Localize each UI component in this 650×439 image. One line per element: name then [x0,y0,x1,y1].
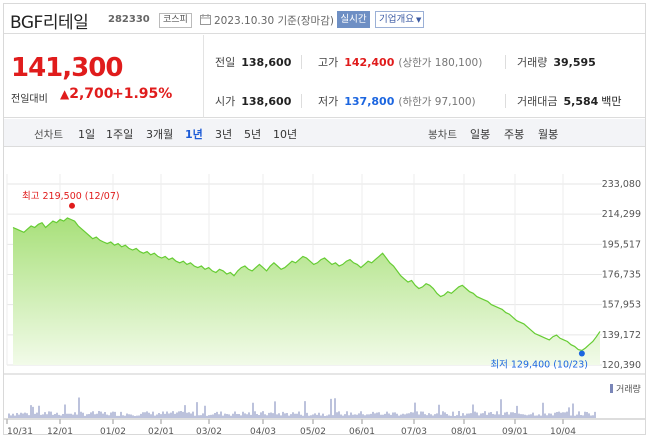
period-3m[interactable]: 3개월 [146,128,174,141]
stat-label: 고가 [318,56,339,69]
y-tick-label: 157,953 [602,300,641,311]
divider [301,55,302,69]
stat-value: 138,600 [241,56,292,69]
line-chart-label[interactable]: 선차트 [34,129,63,141]
date-basis: 2023.10.30 기준(장마감) [214,15,334,27]
x-tick-label: 10/04 [550,427,576,435]
volume-legend-label: 거래량 [616,383,641,395]
high-annotation: 최고 219,500 (12/07) [22,191,120,202]
period-1y[interactable]: 1년 [185,128,203,141]
up-arrow-icon: ▲ [60,87,70,101]
low-annotation: 최저 129,400 (10/23) [490,360,588,371]
stat-label: 저가 [318,95,339,108]
low-marker [578,350,585,357]
stat-label: 시가 [215,95,236,108]
stat-unit: 백만 [601,95,622,108]
stat-trade-amount: 거래대금 5,584 백만 [517,93,622,109]
change-label: 전일대비 [11,94,48,105]
chevron-down-icon: ▼ [415,16,422,24]
y-tick-label: 139,172 [602,330,641,341]
high-marker [69,202,75,209]
x-tick-label: 04/03 [250,427,276,435]
stats-panel: 전일 138,600 고가 142,400 (상한가 180,100) 거래량 39,5… [204,35,645,118]
stat-sub: (상한가 180,100) [398,57,483,69]
y-tick-label: 195,517 [602,239,641,250]
company-name: BGF리테일 [10,13,89,33]
price-line [12,217,601,352]
stat-volume: 거래량 39,595 [517,54,596,70]
y-tick-label: 214,299 [602,209,641,220]
candle-monthly[interactable]: 월봉 [538,128,559,141]
divider [505,94,506,108]
y-tick-label: 120,390 [602,360,641,371]
period-10y[interactable]: 10년 [273,128,298,141]
stat-high: 고가 142,400 (상한가 180,100) [318,54,482,70]
calendar-icon [200,14,211,25]
x-tick-label: 12/01 [47,427,73,435]
y-tick-label: 176,735 [602,270,641,281]
change-amount: 2,700 [69,86,114,102]
chart-svg: 233,080 214,299 195,517 176,735 157,953 139,1… [4,174,645,435]
stat-low: 저가 137,800 (하한가 97,100) [318,93,476,109]
change-percent: +1.95% [112,86,173,102]
price-panel: 141,300 전일대비 ▲2,700 +1.95% [4,35,204,118]
stat-value: 39,595 [553,56,596,69]
header: BGF리테일 282330 코스피 2023.10.30 기준(장마감) 실시간… [4,4,645,34]
volume-legend-swatch [610,384,613,393]
period-5y[interactable]: 5년 [244,128,262,141]
price-area [13,217,600,365]
realtime-button[interactable]: 실시간 [337,11,370,28]
x-tick-label: 06/01 [349,427,375,435]
stat-prev-close: 전일 138,600 [215,54,291,70]
x-tick-label: 02/01 [148,427,174,435]
candle-chart-label[interactable]: 봉차트 [428,129,457,141]
divider [505,55,506,69]
x-tick-label: 07/03 [401,427,427,435]
y-tick-label: 233,080 [602,179,641,190]
stat-sub: (하한가 97,100) [398,96,476,108]
x-tick-label: 01/02 [100,427,126,435]
x-tick-label: 03/02 [196,427,222,435]
stock-widget: BGF리테일 282330 코스피 2023.10.30 기준(장마감) 실시간… [3,3,646,435]
market-badge: 코스피 [159,13,192,28]
change-value: ▲2,700 [60,86,114,102]
stat-value: 137,800 [344,95,395,108]
company-overview-label: 기업개요 [379,14,414,25]
stock-code: 282330 [108,14,150,25]
x-tick-label: 09/01 [502,427,528,435]
stat-open: 시가 138,600 [215,93,291,109]
stat-label: 거래대금 [517,95,558,108]
stat-value: 5,584 [563,95,599,108]
divider [301,94,302,108]
stat-label: 전일 [215,56,236,69]
x-tick-label: 08/01 [451,427,477,435]
period-1d[interactable]: 1일 [78,128,96,141]
x-tick-label: 10/31 [7,427,33,435]
company-overview-button[interactable]: 기업개요 ▼ [375,11,424,28]
stat-value: 138,600 [241,95,292,108]
current-price: 141,300 [11,53,123,83]
stat-value: 142,400 [344,56,395,69]
period-1w[interactable]: 1주일 [106,128,134,141]
price-chart[interactable]: 233,080 214,299 195,517 176,735 157,953 139,1… [4,148,645,435]
candle-daily[interactable]: 일봉 [470,128,491,141]
x-tick-label: 05/02 [300,427,326,435]
period-3y[interactable]: 3년 [215,128,233,141]
stat-label: 거래량 [517,56,548,69]
candle-weekly[interactable]: 주봉 [504,128,525,141]
chart-toolbar: 선차트 1일 1주일 3개월 1년 3년 5년 10년 봉차트 일봉 주봉 월봉 [4,119,645,147]
